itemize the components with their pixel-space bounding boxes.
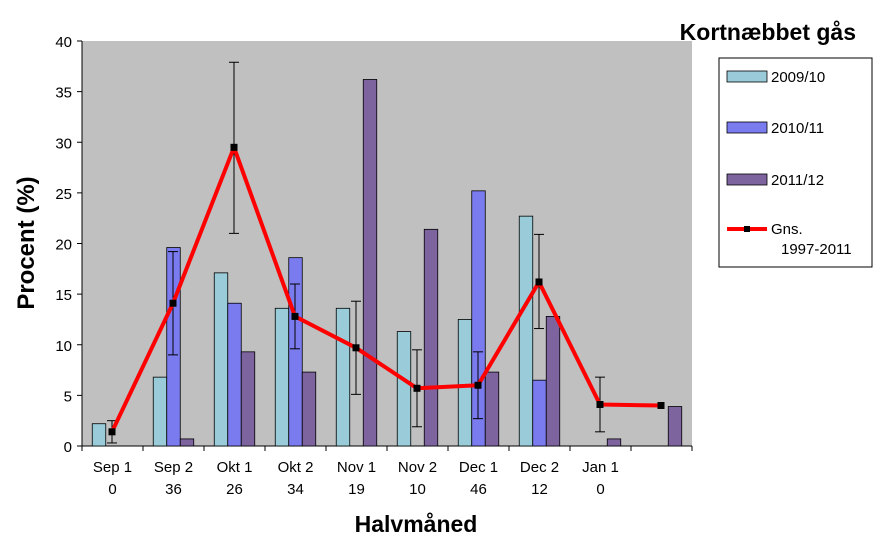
bar-2011-12 [484, 371, 500, 447]
average-line [108, 143, 665, 436]
legend-swatch [726, 173, 768, 186]
legend-label: 2010/11 [771, 120, 824, 137]
x-tick-label: Dec 2 [520, 459, 559, 476]
x-tick-label: Jan 1 [582, 459, 619, 476]
bar-2011-12 [423, 228, 439, 447]
bar-2009-10 [152, 376, 168, 447]
legend-swatch [726, 70, 768, 83]
y-tick-label: 0 [64, 439, 72, 456]
legend-line-marker [744, 226, 750, 232]
bar-2009-10 [396, 331, 412, 447]
average-point [352, 344, 360, 352]
average-point [108, 428, 116, 436]
y-tick-label: 15 [55, 287, 72, 304]
bar-2009-10 [274, 307, 290, 447]
x-tick-label: Sep 2 [154, 459, 193, 476]
y-tick-label: 5 [64, 388, 72, 405]
average-point [474, 381, 482, 389]
bar-2009-10 [457, 319, 473, 447]
bar-2009-10 [518, 215, 534, 447]
average-point [535, 278, 543, 286]
x-count-label: 19 [348, 481, 365, 498]
x-tick-label: Sep 1 [93, 459, 132, 476]
bar-2010-11 [532, 379, 547, 447]
average-point [657, 402, 665, 409]
legend-swatch [726, 121, 768, 134]
y-tick-label: 40 [55, 34, 72, 51]
x-tick-label: Nov 1 [337, 459, 376, 476]
x-count-label: 0 [108, 481, 116, 498]
x-count-label: 46 [470, 481, 487, 498]
x-tick-label: Okt 1 [217, 459, 253, 476]
y-tick-label: 10 [55, 338, 72, 355]
x-axis: Sep 1 0 Sep 2 36 Okt 1 26 Okt 2 34 Nov 1 19 Nov 2 1… [81, 445, 693, 498]
bar-2011-12 [362, 79, 378, 447]
x-tick-label: Okt 2 [278, 459, 314, 476]
x-count-label: 26 [226, 481, 243, 498]
legend-label: Gns. [771, 221, 803, 238]
x-count-label: 12 [531, 481, 548, 498]
bar-2011-12 [545, 315, 561, 447]
average-line-path [110, 145, 662, 433]
bar-2009-10 [213, 272, 229, 447]
bar-2011-12 [667, 406, 683, 447]
y-axis: 0 5 10 15 20 25 30 35 40 [55, 34, 83, 456]
y-tick-label: 30 [55, 135, 72, 152]
average-point [291, 312, 299, 320]
x-count-label: 34 [287, 481, 304, 498]
y-tick-label: 20 [55, 237, 72, 254]
bar-2011-12 [179, 438, 195, 447]
y-tick-label: 35 [55, 85, 72, 102]
x-count-label: 10 [409, 481, 426, 498]
plot-area [82, 41, 692, 446]
x-axis-label: Halvmåned [355, 511, 478, 537]
x-count-label: 36 [165, 481, 182, 498]
bar-2011-12 [240, 351, 256, 447]
legend-label: 2011/12 [771, 172, 824, 189]
y-axis-label: Procent (%) [13, 176, 40, 309]
x-tick-label: Nov 2 [398, 459, 437, 476]
x-tick-label: Dec 1 [459, 459, 498, 476]
average-point [596, 400, 604, 408]
y-tick-label: 25 [55, 186, 72, 203]
average-point [230, 143, 238, 151]
bar-2009-10 [91, 423, 107, 447]
x-count-label: 0 [596, 481, 604, 498]
bar-2009-10 [335, 307, 351, 447]
legend-label: 1997-2011 [781, 241, 852, 258]
bar-2011-12 [301, 371, 317, 447]
average-point [413, 384, 421, 392]
legend: 2009/10 2010/11 2011/12 Gns. 1997-2011 [718, 57, 873, 268]
legend-label: 2009/10 [771, 69, 825, 86]
chart-title: Kortnæbbet gås [680, 19, 856, 45]
legend-box [718, 57, 873, 268]
bar-2010-11 [227, 302, 242, 447]
bar-2011-12 [606, 438, 622, 447]
average-point [169, 299, 177, 307]
